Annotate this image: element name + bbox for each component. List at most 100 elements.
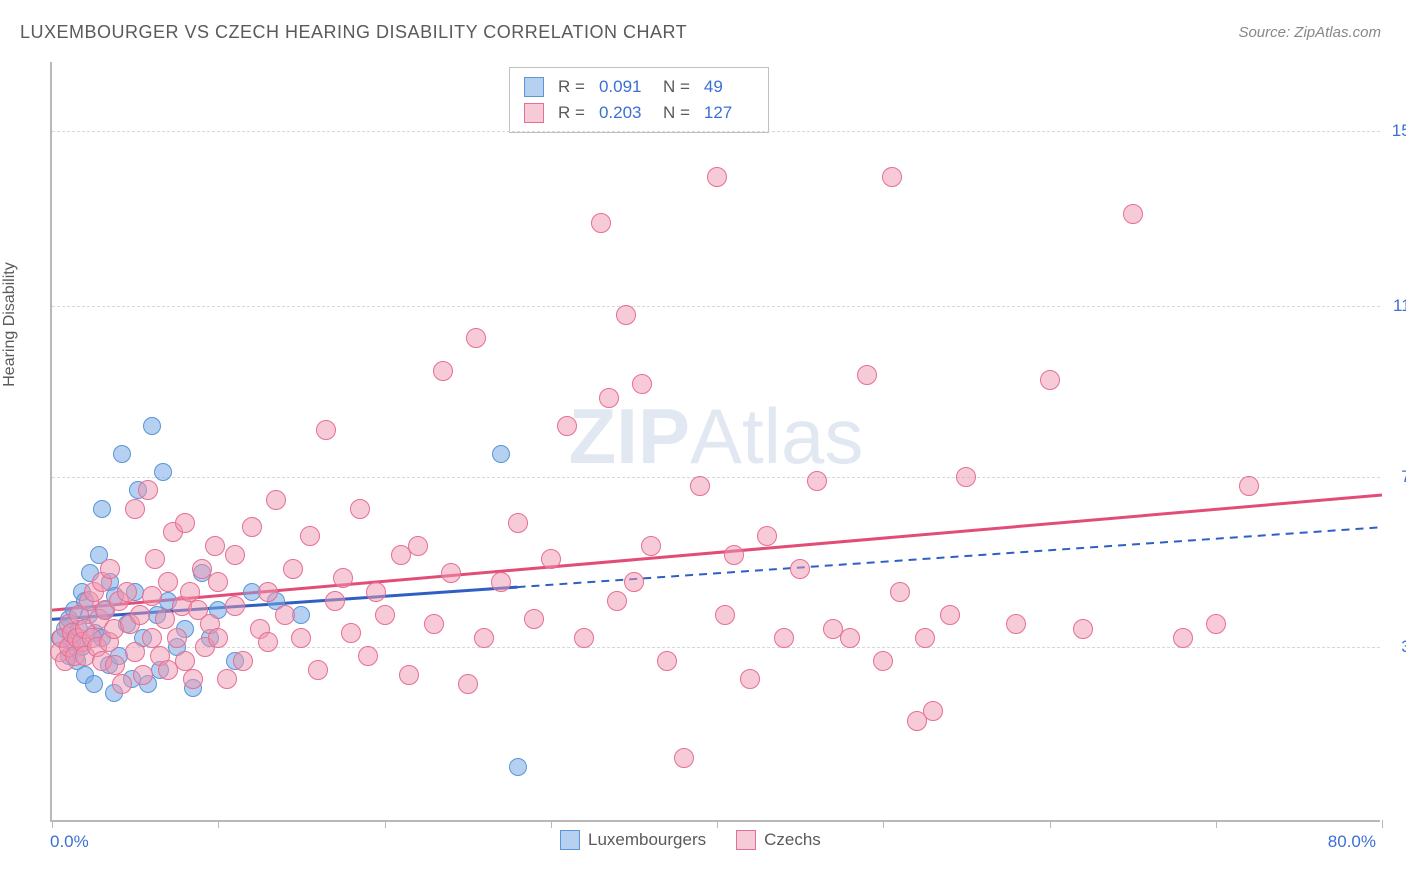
scatter-point — [790, 559, 810, 579]
scatter-point — [458, 674, 478, 694]
x-axis-max-label: 80.0% — [1328, 832, 1376, 852]
scatter-point — [308, 660, 328, 680]
scatter-point — [657, 651, 677, 671]
x-tick-mark — [1216, 820, 1217, 828]
scatter-point — [774, 628, 794, 648]
scatter-point — [1006, 614, 1026, 634]
y-tick-label: 11.2% — [1393, 296, 1406, 316]
scatter-point — [1206, 614, 1226, 634]
legend-swatch — [524, 103, 544, 123]
stat-r-label: R = — [558, 103, 585, 123]
x-tick-mark — [717, 820, 718, 828]
scatter-point — [175, 651, 195, 671]
x-tick-mark — [52, 820, 53, 828]
legend-item: Czechs — [736, 830, 821, 850]
stat-n-value: 49 — [704, 77, 754, 97]
scatter-point — [557, 416, 577, 436]
scatter-point — [183, 669, 203, 689]
scatter-point — [591, 213, 611, 233]
x-axis-min-label: 0.0% — [50, 832, 89, 852]
scatter-point — [1123, 204, 1143, 224]
scatter-point — [491, 572, 511, 592]
scatter-point — [225, 596, 245, 616]
scatter-point — [167, 628, 187, 648]
scatter-point — [599, 388, 619, 408]
scatter-point — [956, 467, 976, 487]
scatter-point — [130, 605, 150, 625]
scatter-point — [433, 361, 453, 381]
scatter-point — [940, 605, 960, 625]
scatter-point — [840, 628, 860, 648]
scatter-point — [441, 563, 461, 583]
scatter-point — [873, 651, 893, 671]
y-tick-label: 3.8% — [1401, 637, 1406, 657]
scatter-point — [283, 559, 303, 579]
gridline — [52, 477, 1380, 478]
y-tick-label: 7.5% — [1401, 467, 1406, 487]
scatter-point — [180, 582, 200, 602]
scatter-point — [923, 701, 943, 721]
scatter-point — [154, 463, 172, 481]
scatter-point — [358, 646, 378, 666]
scatter-point — [105, 655, 125, 675]
scatter-point — [217, 669, 237, 689]
legend-stats-box: R =0.091N =49R =0.203N =127 — [509, 67, 769, 133]
stat-n-value: 127 — [704, 103, 754, 123]
scatter-point — [1173, 628, 1193, 648]
scatter-point — [205, 536, 225, 556]
y-tick-label: 15.0% — [1392, 121, 1406, 141]
scatter-point — [474, 628, 494, 648]
scatter-point — [233, 651, 253, 671]
scatter-point — [275, 605, 295, 625]
scatter-point — [707, 167, 727, 187]
stat-n-label: N = — [663, 77, 690, 97]
x-tick-mark — [883, 820, 884, 828]
scatter-point — [155, 609, 175, 629]
scatter-point — [143, 417, 161, 435]
plot-area: ZIPAtlas R =0.091N =49R =0.203N =127 3.8… — [50, 62, 1380, 822]
scatter-point — [125, 499, 145, 519]
legend-swatch — [524, 77, 544, 97]
legend-stats-row: R =0.091N =49 — [524, 74, 754, 100]
scatter-point — [724, 545, 744, 565]
scatter-point — [915, 628, 935, 648]
scatter-point — [492, 445, 510, 463]
legend-swatch — [560, 830, 580, 850]
scatter-point — [616, 305, 636, 325]
scatter-point — [291, 628, 311, 648]
gridline — [52, 131, 1380, 132]
scatter-point — [408, 536, 428, 556]
scatter-point — [674, 748, 694, 768]
legend-swatch — [736, 830, 756, 850]
x-tick-mark — [218, 820, 219, 828]
scatter-point — [1239, 476, 1259, 496]
scatter-point — [541, 549, 561, 569]
chart-container: LUXEMBOURGER VS CZECH HEARING DISABILITY… — [0, 0, 1406, 892]
stat-r-label: R = — [558, 77, 585, 97]
scatter-point — [142, 586, 162, 606]
source-attribution: Source: ZipAtlas.com — [1238, 24, 1381, 41]
scatter-point — [690, 476, 710, 496]
legend-label: Czechs — [764, 830, 821, 850]
scatter-point — [192, 559, 212, 579]
scatter-point — [366, 582, 386, 602]
scatter-point — [807, 471, 827, 491]
y-axis-title: Hearing Disability — [1, 262, 19, 387]
x-tick-mark — [1382, 820, 1383, 828]
gridline — [52, 306, 1380, 307]
scatter-point — [375, 605, 395, 625]
scatter-point — [225, 545, 245, 565]
scatter-point — [740, 669, 760, 689]
scatter-point — [857, 365, 877, 385]
legend-item: Luxembourgers — [560, 830, 706, 850]
x-tick-mark — [551, 820, 552, 828]
scatter-point — [607, 591, 627, 611]
legend-bottom: Luxembourgers Czechs — [560, 830, 821, 850]
scatter-point — [258, 582, 278, 602]
scatter-point — [333, 568, 353, 588]
scatter-point — [466, 328, 486, 348]
scatter-point — [316, 420, 336, 440]
scatter-point — [125, 642, 145, 662]
scatter-point — [93, 500, 111, 518]
scatter-point — [100, 559, 120, 579]
